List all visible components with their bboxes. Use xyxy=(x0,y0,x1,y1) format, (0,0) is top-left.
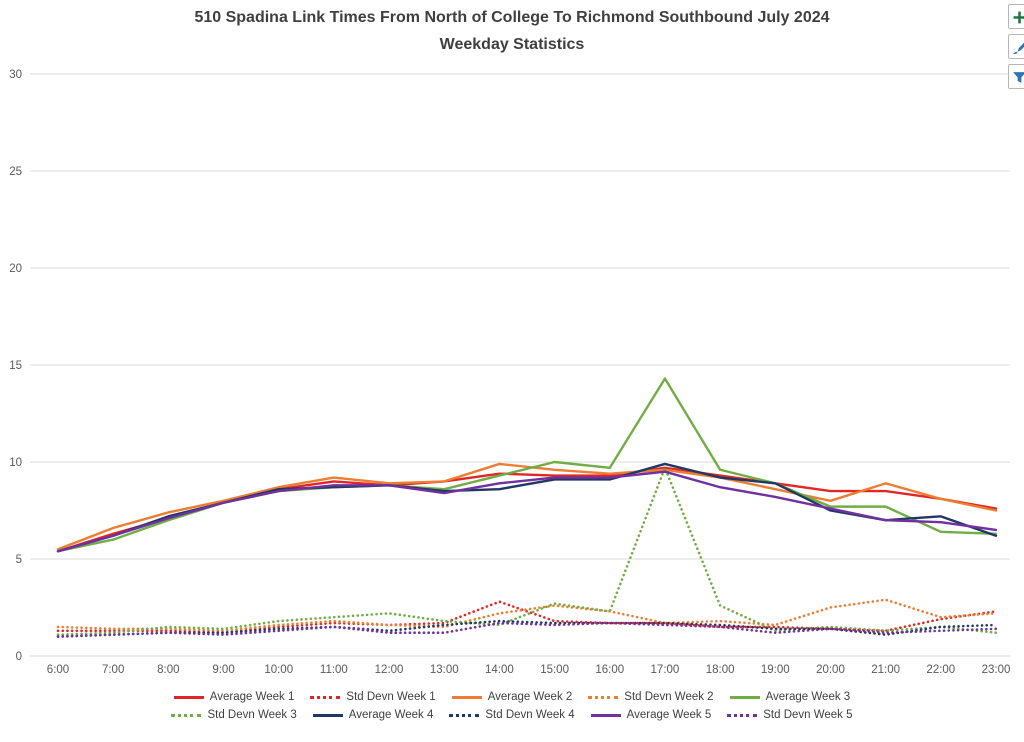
legend-item-std-devn-week-3[interactable]: Std Devn Week 3 xyxy=(171,709,297,721)
x-tick-label: 8:00 xyxy=(157,664,179,676)
series-line-std-devn-week-2[interactable] xyxy=(56,598,998,633)
paintbrush-icon xyxy=(1012,42,1024,55)
x-tick-label: 6:00 xyxy=(47,664,69,676)
legend-label: Std Devn Week 2 xyxy=(624,691,714,703)
legend-item-average-week-2[interactable]: Average Week 2 xyxy=(451,691,573,703)
legend-label: Std Devn Week 4 xyxy=(485,709,575,721)
legend-label: Std Devn Week 1 xyxy=(346,691,436,703)
y-tick-label: 5 xyxy=(16,554,22,566)
legend-marker-solid xyxy=(729,695,760,699)
chart-plot-area: 0 5 10 15 20 25 30 6:00 7:00 8:00 9:00 10:00 11:00 12… xyxy=(9,69,1011,676)
y-tick-label: 15 xyxy=(9,360,22,372)
x-tick-label: 11:00 xyxy=(320,664,348,676)
x-tick-label: 14:00 xyxy=(485,664,514,676)
series-line-average-week-5[interactable] xyxy=(56,470,998,553)
x-tick-label: 17:00 xyxy=(651,664,680,676)
plus-icon xyxy=(1013,11,1024,24)
legend-item-std-devn-week-1[interactable]: Std Devn Week 1 xyxy=(310,691,436,703)
y-tick-label: 0 xyxy=(16,651,22,663)
legend-marker-dotted xyxy=(449,713,480,717)
legend-marker-solid xyxy=(451,695,482,699)
chart-filters-button[interactable] xyxy=(1008,64,1024,89)
legend-marker-solid xyxy=(173,695,204,699)
funnel-icon xyxy=(1013,72,1024,83)
chart-title-line2: Weekday Statistics xyxy=(439,36,585,53)
legend-marker-solid xyxy=(590,713,621,717)
gridlines xyxy=(30,73,1010,657)
x-tick-label: 12:00 xyxy=(375,664,404,676)
y-tick-label: 10 xyxy=(9,457,22,469)
x-tick-label: 21:00 xyxy=(871,664,900,676)
legend-item-average-week-1[interactable]: Average Week 1 xyxy=(173,691,295,703)
y-tick-label: 25 xyxy=(9,166,22,178)
y-axis-labels: 0 5 10 15 20 25 30 xyxy=(9,69,22,663)
legend-item-average-week-5[interactable]: Average Week 5 xyxy=(590,709,712,721)
x-tick-label: 15:00 xyxy=(540,664,569,676)
legend-marker-dotted xyxy=(310,695,341,699)
legend-row: Average Week 1 Std Devn Week 1 Average Wee… xyxy=(173,691,851,703)
legend-label: Average Week 4 xyxy=(348,709,434,721)
legend-label: Average Week 1 xyxy=(209,691,295,703)
x-tick-label: 20:00 xyxy=(816,664,845,676)
legend-marker-solid xyxy=(312,713,343,717)
chart-title-line1: 510 Spadina Link Times From North of Col… xyxy=(194,9,830,26)
series-line-std-devn-week-5[interactable] xyxy=(56,621,998,638)
legend-item-std-devn-week-5[interactable]: Std Devn Week 5 xyxy=(727,709,853,721)
x-tick-label: 9:00 xyxy=(212,664,234,676)
x-tick-label: 23:00 xyxy=(982,664,1011,676)
x-axis-labels: 6:00 7:00 8:00 9:00 10:00 11:00 12:00 13:00 14:0… xyxy=(47,664,1011,676)
series-lines xyxy=(56,377,998,638)
x-tick-label: 18:00 xyxy=(706,664,735,676)
legend-item-average-week-3[interactable]: Average Week 3 xyxy=(729,691,851,703)
x-tick-label: 19:00 xyxy=(761,664,790,676)
series-line-average-week-2[interactable] xyxy=(56,462,998,551)
legend-label: Std Devn Week 3 xyxy=(207,709,297,721)
legend-item-average-week-4[interactable]: Average Week 4 xyxy=(312,709,434,721)
legend-label: Average Week 3 xyxy=(765,691,851,703)
chart-legend: Average Week 1 Std Devn Week 1 Average Wee… xyxy=(0,691,1024,721)
series-line-std-devn-week-4[interactable] xyxy=(56,619,998,638)
legend-marker-dotted xyxy=(171,713,202,717)
x-tick-label: 22:00 xyxy=(926,664,955,676)
legend-marker-dotted xyxy=(588,695,619,699)
y-tick-label: 20 xyxy=(9,263,22,275)
x-tick-label: 10:00 xyxy=(264,664,293,676)
x-tick-label: 7:00 xyxy=(102,664,124,676)
chart-title: 510 Spadina Link Times From North of Col… xyxy=(0,4,1024,58)
legend-label: Average Week 2 xyxy=(487,691,573,703)
series-line-average-week-3[interactable] xyxy=(56,377,998,553)
x-tick-label: 16:00 xyxy=(595,664,624,676)
y-tick-label: 30 xyxy=(9,69,22,81)
chart-elements-button[interactable] xyxy=(1008,4,1024,29)
legend-row: Std Devn Week 3 Average Week 4 Std Devn We… xyxy=(171,709,853,721)
legend-item-std-devn-week-4[interactable]: Std Devn Week 4 xyxy=(449,709,575,721)
legend-label: Std Devn Week 5 xyxy=(763,709,853,721)
x-tick-label: 13:00 xyxy=(430,664,459,676)
legend-item-std-devn-week-2[interactable]: Std Devn Week 2 xyxy=(588,691,714,703)
legend-label: Average Week 5 xyxy=(626,709,712,721)
legend-marker-dotted xyxy=(727,713,758,717)
chart-styles-button[interactable] xyxy=(1008,34,1024,59)
